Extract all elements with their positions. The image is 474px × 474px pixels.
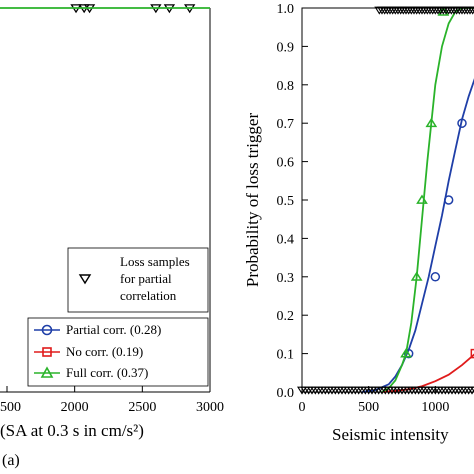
right-y-tick-label-5: 0.5 [277, 194, 295, 209]
right-y-tick-label-1: 0.1 [277, 348, 295, 363]
legend-curves: Partial corr. (0.28) No corr. (0.19) Ful… [27, 317, 209, 387]
right-x-tick-label-0: 0 [299, 400, 306, 415]
right-y-tick-label-4: 0.4 [277, 232, 295, 247]
legend-full-label: Full corr. (0.37) [66, 365, 148, 380]
right-plot-area [297, 6, 474, 395]
right-x-axis-label: Seismic intensity [332, 425, 449, 444]
left-panel: 1500200025003000 (SA at 0.3 s in cm/s²) … [0, 4, 224, 469]
left-x-tick-label-3: 3000 [196, 400, 224, 415]
right-curve-1-marker-0 [470, 348, 474, 359]
left-plot-area [0, 4, 210, 14]
legend-samples: Loss samples for partial correlation [67, 247, 209, 313]
right-y-ticks: 0.0 0.1 0.2 0.3 0.4 0.5 0.6 0.7 0.8 0.9 1.0 [277, 2, 308, 401]
legend-partial-marker [41, 324, 53, 336]
legend-nocorr-marker [42, 347, 52, 357]
legend-samples-label-line1: Loss samples [120, 254, 190, 269]
right-x-tick-label-2: 1000 [421, 400, 449, 415]
legend-samples-label-line2: for partial [120, 271, 172, 286]
panel-label: (a) [2, 452, 20, 469]
right-sample-one-36 [470, 6, 474, 13]
right-curve-2-marker-2 [416, 194, 428, 204]
right-curve-0 [361, 78, 474, 393]
right-y-tick-label-10: 1.0 [277, 2, 295, 17]
legend-nocorr-label: No corr. (0.19) [66, 344, 143, 359]
right-x-tick-label-1: 500 [358, 400, 379, 415]
right-y-tick-label-3: 0.3 [277, 271, 295, 286]
right-y-tick-label-7: 0.7 [277, 117, 295, 132]
right-curve-2 [381, 7, 474, 393]
right-y-tick-label-2: 0.2 [277, 309, 295, 324]
legend-full-marker [40, 366, 54, 378]
legend-partial-label: Partial corr. (0.28) [66, 322, 161, 337]
right-curve-0-marker-2 [443, 195, 454, 205]
right-y-tick-label-8: 0.8 [277, 79, 295, 94]
right-panel: 0.0 0.1 0.2 0.3 0.4 0.5 0.6 0.7 0.8 0.9 1.0 0 500 10… [243, 2, 474, 444]
legend-samples-marker [78, 274, 92, 285]
right-curve-0-marker-1 [430, 272, 441, 282]
right-plot-frame [301, 7, 474, 393]
legend-samples-label-line3: correlation [120, 288, 177, 303]
right-curve-2-marker-0 [400, 348, 412, 358]
right-y-tick-label-6: 0.6 [277, 156, 295, 171]
legend-samples-box [67, 247, 209, 313]
left-x-tick-label-1: 2000 [61, 400, 89, 415]
right-curve-2-marker-1 [410, 271, 423, 281]
right-x-ticks: 0 500 1000 [299, 386, 449, 415]
left-x-tick-label-0: 1500 [0, 400, 21, 415]
right-curve-2-marker-4 [437, 6, 450, 16]
right-curve-0-marker-3 [457, 118, 467, 128]
right-curve-0-marker-0 [403, 348, 414, 359]
right-y-tick-label-0: 0.0 [277, 386, 295, 401]
right-curve-2-marker-3 [425, 117, 438, 128]
right-y-tick-label-9: 0.9 [277, 40, 295, 55]
right-y-axis-label: Probability of loss trigger [243, 113, 262, 288]
left-x-ticks: 1500 2000 2500 3000 [0, 386, 224, 415]
right-sample-zero-52 [470, 386, 474, 393]
left-x-tick-label-2: 2500 [128, 400, 156, 415]
right-curve-1 [381, 353, 474, 393]
left-x-axis-label: (SA at 0.3 s in cm/s²) [0, 421, 144, 440]
